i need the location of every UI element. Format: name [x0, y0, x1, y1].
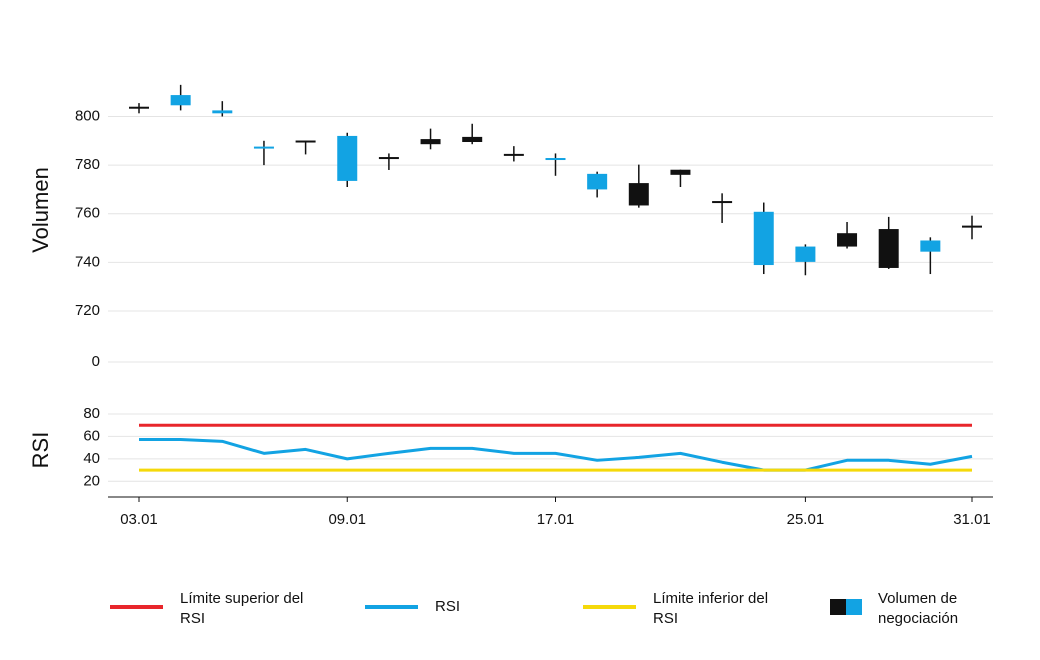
line-series [139, 437, 973, 472]
y-tick-label: 20 [83, 472, 100, 489]
y-tick-label: 60 [83, 427, 100, 444]
candle-body [545, 158, 566, 161]
y-tick-label: 720 [75, 302, 100, 319]
legend-swatch [830, 599, 846, 615]
legend-label: Límite superior del RSI [180, 590, 304, 627]
candle-body [503, 153, 524, 156]
candle-body [420, 139, 441, 145]
legend-swatch [846, 599, 862, 615]
y-tick-label: 80 [83, 405, 100, 422]
legend-label: Volumen de negociación [878, 590, 959, 627]
y-tick-label: 0 [92, 353, 100, 370]
y-axis-label: RSI [28, 432, 53, 469]
candle-body [253, 146, 274, 149]
candle-body [628, 183, 649, 206]
x-tick-label: 03.01 [120, 511, 158, 528]
y-axis-label: Volumen [28, 167, 53, 253]
candle-body [878, 229, 899, 268]
candle-body [212, 110, 233, 114]
candle-body [962, 225, 982, 228]
y-tick-label: 740 [75, 253, 100, 270]
candle-body [462, 136, 483, 143]
candle-body [337, 135, 358, 181]
legend-label: Límite inferior del RSI [653, 590, 769, 627]
y-tick-label: 760 [75, 205, 100, 222]
candle-body [712, 201, 733, 204]
x-tick-label: 17.01 [537, 511, 575, 528]
y-tick-label: 780 [75, 156, 100, 173]
candle-body [920, 240, 941, 252]
y-tick-label: 800 [75, 107, 100, 124]
x-tick-label: 25.01 [787, 511, 825, 528]
candle-body [129, 106, 149, 109]
x-tick-label: 09.01 [328, 511, 366, 528]
candle-body [837, 233, 858, 247]
y-tick-label: 40 [83, 450, 100, 467]
candle-body [587, 173, 608, 190]
candle-body [378, 157, 399, 160]
candle-body [753, 211, 774, 266]
legend-label: RSI [435, 598, 461, 615]
candle-body [670, 169, 691, 175]
x-tick-label: 31.01 [953, 511, 991, 528]
candle-body [295, 140, 316, 143]
candle-body [170, 95, 191, 106]
candle-body [795, 246, 816, 262]
